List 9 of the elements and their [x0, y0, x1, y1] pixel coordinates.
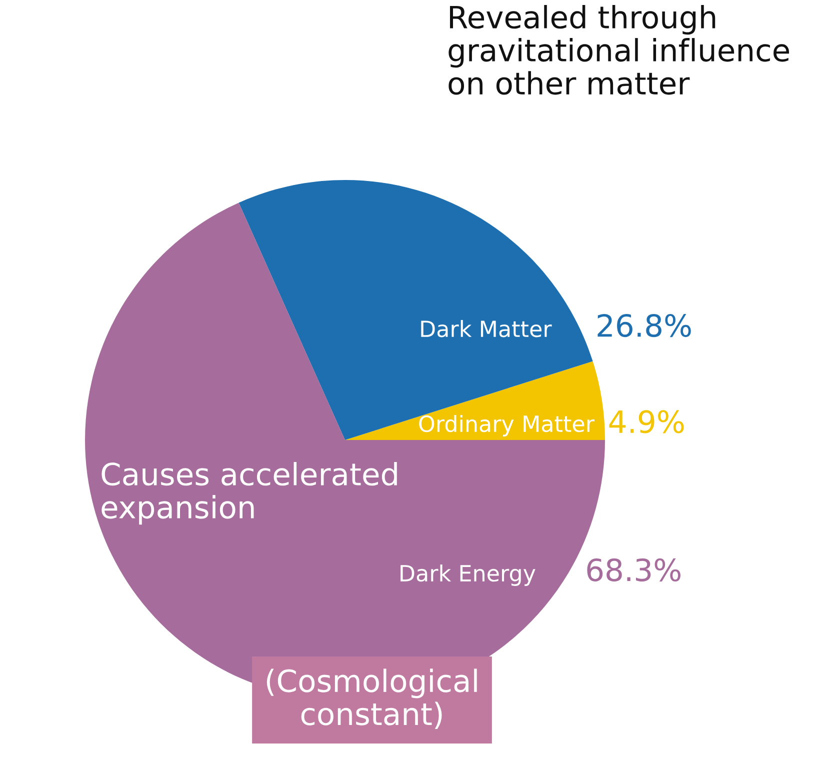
data-label: 4.9%: [609, 410, 684, 434]
data-label: 26.8%: [598, 314, 691, 338]
data-label: 68.3%: [587, 558, 680, 582]
text: Revealed through gravitational influence on other matter: [448, 5, 790, 95]
slice-label: Ordinary Matter: [419, 414, 594, 436]
slice-label: Dark Matter: [421, 320, 552, 338]
text: (Cosmological constant): [266, 668, 477, 729]
text: Causes accelerated expansion: [102, 462, 397, 525]
slice-label: Dark Energy: [400, 564, 536, 586]
